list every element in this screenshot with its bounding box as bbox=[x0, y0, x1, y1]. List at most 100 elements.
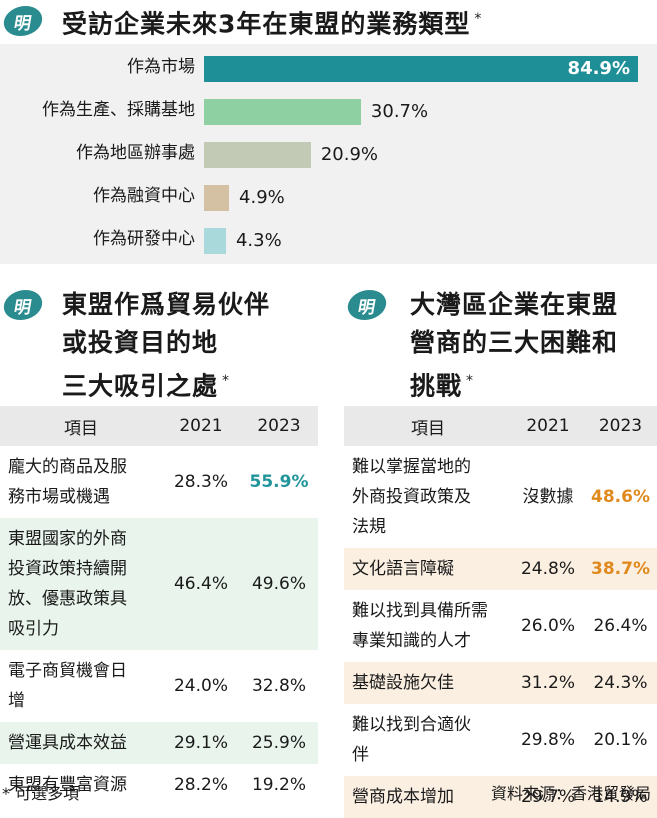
row-value-y2021: 24.0% bbox=[173, 676, 228, 696]
ming-logo-top: 明 bbox=[1, 6, 45, 36]
row-value-y2021: 沒數據 bbox=[522, 487, 574, 507]
row-item: 基礎設施欠佳 bbox=[344, 662, 512, 704]
row-item-line: 電子商貿機會日 bbox=[8, 661, 127, 681]
row-item: 東盟有豐富資源 bbox=[0, 764, 162, 806]
table-row: 難以找到合適伙伴 29.8% 20.1% bbox=[344, 704, 657, 776]
row-item: 文化語言障礙 bbox=[344, 548, 512, 590]
bar-value-label: 20.9% bbox=[320, 144, 379, 165]
row-item-line: 難以掌握當地的 bbox=[352, 457, 471, 477]
row-value-y2023: 19.2% bbox=[251, 775, 306, 795]
source-note: 資料來源：香港貿發局 bbox=[490, 784, 651, 803]
left-title: 東盟作爲貿易伙伴 或投資目的地 三大吸引之處 * bbox=[62, 290, 271, 401]
row-value-y2021: 28.2% bbox=[173, 775, 228, 795]
bar-row: 作為地區辦事處 20.9% bbox=[0, 136, 657, 170]
row-item: 營商成本增加 bbox=[344, 776, 512, 818]
row-value-y2023: 32.8% bbox=[251, 676, 306, 696]
bar bbox=[204, 142, 311, 168]
bar-category-label: 作為地區辦事處 bbox=[76, 143, 195, 163]
row-item-line: 吸引力 bbox=[8, 619, 59, 639]
ming-logo-left: 明 bbox=[1, 290, 45, 320]
row-item-line: 文化語言障礙 bbox=[352, 559, 454, 579]
table-row: 基礎設施欠佳 31.2% 24.3% bbox=[344, 662, 657, 704]
bar-chart: 作為市場 84.9% 作為生產、採購基地 30.7% 作為地區辦事處 20.9% 作為融資中… bbox=[0, 44, 657, 264]
header-2021: 2021 bbox=[512, 406, 584, 446]
bar-value-label: 4.9% bbox=[239, 187, 285, 208]
row-item: 電子商貿機會日增 bbox=[0, 650, 162, 722]
row-item-line: 專業知識的人才 bbox=[352, 631, 471, 651]
table-row: 營運具成本效益 29.1% 25.9% bbox=[0, 722, 318, 764]
top-chart-title: 受訪企業未來3年在東盟的業務類型 * bbox=[62, 9, 483, 39]
bar-value-label: 4.3% bbox=[235, 230, 282, 251]
row-value-y2023: 20.1% bbox=[593, 730, 648, 750]
row-item-line: 東盟有豐富資源 bbox=[8, 775, 127, 795]
table-row: 電子商貿機會日增 24.0% 32.8% bbox=[0, 650, 318, 722]
row-value-y2021: 46.4% bbox=[173, 574, 228, 594]
table-row: 文化語言障礙 24.8% 38.7% bbox=[344, 548, 657, 590]
row-item-line: 東盟國家的外商 bbox=[8, 529, 127, 549]
row-value-y2021: 29.1% bbox=[173, 733, 228, 753]
attractions-table: 項目 2021 2023 龐大的商品及服 務市場或機遇 28.3% 55.9% 東盟國家… bbox=[0, 406, 318, 806]
row-item-line: 難以找到合適伙 bbox=[352, 715, 471, 735]
bar-value-label: 30.7% bbox=[370, 101, 429, 122]
bar-row: 作為融資中心 4.9% bbox=[0, 179, 657, 213]
row-value-y2021: 26.0% bbox=[520, 616, 575, 636]
row-value-y2023: 38.7% bbox=[591, 559, 650, 579]
footnote: * 可選多項 bbox=[2, 784, 80, 803]
row-value-y2023: 26.4% bbox=[593, 616, 648, 636]
row-item-line: 伴 bbox=[352, 745, 369, 765]
table-row: 龐大的商品及服 務市場或機遇 28.3% 55.9% bbox=[0, 446, 318, 518]
row-item: 東盟國家的外商 投資政策持續開 放、優惠政策具 吸引力 bbox=[0, 518, 162, 650]
row-item-line: 龐大的商品及服 bbox=[8, 457, 127, 477]
row-item-line: 基礎設施欠佳 bbox=[352, 673, 454, 693]
row-item-line: 法規 bbox=[352, 517, 386, 537]
bar-category-label: 作為市場 bbox=[127, 57, 195, 77]
row-value-y2021: 29.7% bbox=[520, 787, 575, 807]
table-row: 東盟國家的外商 投資政策持續開 放、優惠政策具 吸引力 46.4% 49.6% bbox=[0, 518, 318, 650]
bar-row: 作為研發中心 4.3% bbox=[0, 222, 657, 256]
bar-row: 作為市場 84.9% bbox=[0, 50, 657, 84]
right-title: 大灣區企業在東盟 營商的三大困難和 挑戰 * bbox=[410, 290, 619, 401]
header-2023: 2023 bbox=[584, 406, 657, 446]
table-header-row: 項目 2021 2023 bbox=[344, 406, 657, 446]
bar bbox=[204, 99, 361, 125]
row-value-y2023: 48.6% bbox=[591, 487, 650, 507]
bar-category-label: 作為研發中心 bbox=[93, 229, 195, 249]
row-value-y2021: 31.2% bbox=[520, 673, 575, 693]
row-value-y2023: 55.9% bbox=[249, 472, 309, 492]
bar-row: 作為生產、採購基地 30.7% bbox=[0, 93, 657, 127]
ming-logo-right: 明 bbox=[345, 290, 389, 320]
bar-category-label: 作為融資中心 bbox=[93, 186, 195, 206]
row-item: 難以掌握當地的 外商投資政策及 法規 bbox=[344, 446, 512, 548]
bar-category-label: 作為生產、採購基地 bbox=[42, 100, 195, 120]
bar bbox=[204, 185, 230, 211]
row-value-y2021: 28.3% bbox=[173, 472, 228, 492]
header-2021: 2021 bbox=[162, 406, 240, 446]
table-row: 東盟有豐富資源 28.2% 19.2% bbox=[0, 764, 318, 806]
row-value-y2021: 24.8% bbox=[520, 559, 575, 579]
bar-value-label: 84.9% bbox=[567, 58, 630, 79]
header-item: 項目 bbox=[344, 406, 512, 446]
table-header-row: 項目 2021 2023 bbox=[0, 406, 318, 446]
row-item: 龐大的商品及服 務市場或機遇 bbox=[0, 446, 162, 518]
row-item-line: 營運具成本效益 bbox=[8, 733, 127, 753]
row-value-y2023: 14.9% bbox=[593, 787, 648, 807]
row-item: 難以找到具備所需 專業知識的人才 bbox=[344, 590, 512, 662]
bar bbox=[204, 56, 638, 82]
header-2023: 2023 bbox=[240, 406, 318, 446]
row-item-line: 務市場或機遇 bbox=[8, 487, 110, 507]
bar bbox=[204, 228, 226, 254]
row-value-y2023: 25.9% bbox=[251, 733, 306, 753]
row-value-y2023: 24.3% bbox=[593, 673, 648, 693]
row-item: 營運具成本效益 bbox=[0, 722, 162, 764]
row-item-line: 增 bbox=[8, 691, 25, 711]
row-item-line: 外商投資政策及 bbox=[352, 487, 471, 507]
row-value-y2021: 29.8% bbox=[520, 730, 575, 750]
difficulties-table: 項目 2021 2023 難以掌握當地的 外商投資政策及 法規 沒數據 48.6% 文化語… bbox=[344, 406, 657, 818]
row-item-line: 放、優惠政策具 bbox=[8, 589, 127, 609]
row-item-line: 難以找到具備所需 bbox=[352, 601, 488, 621]
header-item: 項目 bbox=[0, 406, 162, 446]
table-row: 難以掌握當地的 外商投資政策及 法規 沒數據 48.6% bbox=[344, 446, 657, 548]
row-value-y2023: 49.6% bbox=[251, 574, 306, 594]
row-item-line: 營商成本增加 bbox=[352, 787, 454, 807]
row-item: 難以找到合適伙伴 bbox=[344, 704, 512, 776]
